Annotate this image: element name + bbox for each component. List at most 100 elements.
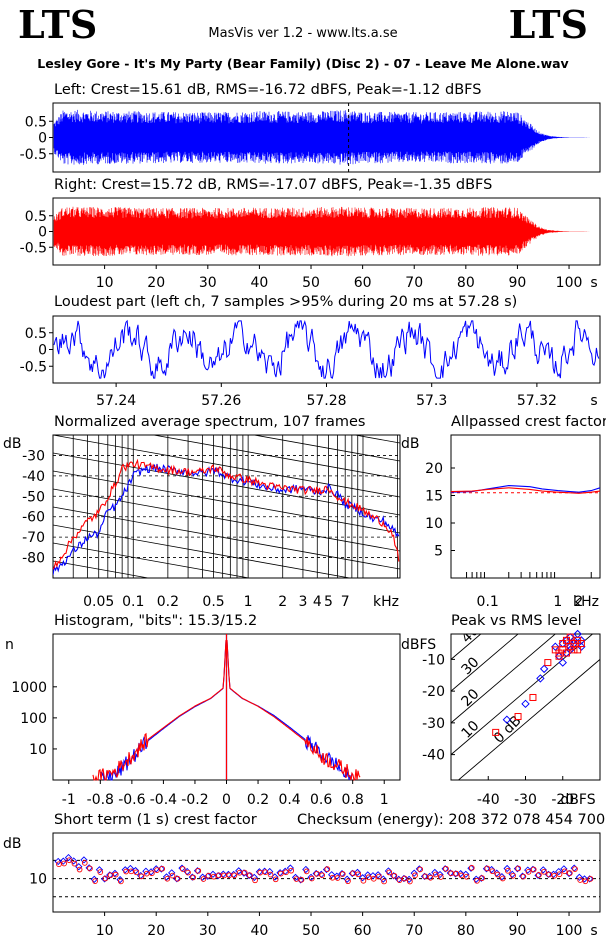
short-term-crest-point	[173, 875, 181, 883]
histogram-title: Histogram, "bits": 15.3/15.2	[54, 613, 258, 629]
peak-vs-rms-point	[536, 674, 545, 683]
allpass-crest-ylabel: dB	[401, 436, 420, 452]
peak-vs-rms-point	[566, 633, 574, 641]
short-term-crest-point	[328, 871, 336, 879]
short-term-crest-xtick-label: 80	[457, 923, 475, 939]
right-waveform-xtick-label: 70	[405, 275, 423, 291]
short-term-crest-point	[209, 870, 217, 878]
peak-vs-rms-point	[521, 699, 530, 709]
short-term-crest-point	[570, 864, 578, 872]
spectrum-ytick-label: -70	[22, 530, 45, 546]
short-term-crest-point	[441, 865, 449, 873]
short-term-crest-point	[468, 865, 475, 871]
peak-vs-rms-point	[558, 658, 567, 667]
short-term-crest-point	[266, 867, 274, 876]
short-term-crest-point	[586, 875, 594, 883]
file-title: Lesley Gore - It's My Party (Bear Family…	[37, 56, 569, 71]
histogram-ylabel: n	[5, 637, 14, 653]
short-term-crest-point	[339, 871, 346, 877]
app-version: MasVis ver 1.2 - www.lts.a.se	[208, 26, 398, 41]
short-term-crest-point	[365, 874, 372, 881]
spectrum-ytick-label: -30	[22, 448, 45, 464]
short-term-crest-point	[530, 866, 537, 873]
right-waveform-xtick-label: 50	[302, 275, 320, 291]
short-term-crest-point	[334, 875, 341, 881]
short-term-crest-point	[221, 872, 227, 879]
short-term-crest-point	[100, 875, 109, 883]
short-term-crest-point	[154, 867, 160, 873]
short-term-crest-point	[59, 857, 67, 865]
short-term-crest-point	[276, 869, 284, 877]
short-term-crest-point	[112, 871, 119, 878]
short-term-crest-point	[572, 866, 578, 872]
loudest-part-x-unit: s	[590, 393, 597, 409]
short-term-crest-point	[102, 875, 109, 882]
short-term-crest-xtick-label: 60	[354, 923, 372, 939]
short-term-crest-point	[477, 874, 485, 882]
loudest-part-xtick-label: 57.32	[517, 393, 557, 409]
short-term-crest-point	[128, 868, 135, 875]
spectrum-ytick-label: -80	[22, 551, 45, 567]
loudest-part-title: Loudest part (left ch, 7 samples >95% du…	[54, 294, 518, 310]
short-term-crest-point	[138, 873, 145, 880]
short-term-crest-frame	[52, 832, 601, 913]
short-term-crest-point	[195, 867, 202, 874]
allpass-crest-x-unit: kHz	[573, 594, 599, 610]
short-term-crest-point	[560, 865, 568, 873]
right-waveform-xtick-label: 10	[96, 275, 114, 291]
short-term-crest-point	[288, 867, 295, 874]
spectrum-x-unit: kHz	[373, 594, 399, 610]
peak-vs-rms-point	[492, 728, 500, 736]
allpass-crest-title: Allpassed crest factor	[451, 414, 606, 430]
short-term-crest-point	[453, 870, 460, 877]
short-term-crest-point	[262, 869, 269, 876]
spectrum-slope-line	[53, 309, 400, 371]
short-term-crest-point	[376, 873, 382, 880]
peak-vs-rms-point	[529, 693, 537, 701]
peak-vs-rms-xtick-label: -30	[514, 792, 537, 808]
short-term-crest-point	[412, 872, 418, 879]
short-term-crest-xtick-label: 10	[96, 923, 114, 939]
short-term-crest-point	[205, 872, 212, 879]
short-term-crest-point	[513, 865, 522, 873]
short-term-crest-point	[510, 872, 516, 879]
short-term-crest-point	[551, 872, 558, 879]
short-term-crest-point	[126, 864, 135, 873]
short-term-crest-point	[303, 868, 310, 875]
short-term-crest-point	[410, 869, 418, 877]
short-term-crest-point	[81, 860, 88, 866]
right-waveform-xtick-label: 20	[147, 275, 165, 291]
peak-vs-rms-xtick-label: -40	[477, 792, 500, 808]
loudest-part-ytick-label: -0.5	[20, 359, 47, 375]
short-term-crest-point	[374, 871, 382, 879]
spectrum-xtick-label: 7	[341, 594, 350, 610]
spectrum-xtick-label: 0.1	[122, 594, 144, 610]
short-term-crest-point	[360, 877, 367, 884]
short-term-crest-point	[499, 875, 506, 882]
peak-vs-rms-ytick-label: -30	[422, 716, 445, 732]
histogram-xtick-label: -0.4	[150, 792, 177, 808]
short-term-crest-point	[556, 871, 563, 878]
short-term-crest-point	[555, 867, 563, 876]
peak-vs-rms-point	[555, 652, 563, 660]
peak-vs-rms-point	[562, 649, 570, 657]
peak-vs-rms-crest-label: 20	[459, 686, 483, 710]
short-term-crest-point	[164, 875, 171, 882]
loudest-part-ytick-label: 0.5	[25, 326, 47, 342]
short-term-crest-point	[386, 869, 393, 876]
spectrum-ytick-label: -40	[22, 469, 45, 485]
short-term-crest-point	[76, 866, 83, 873]
short-term-crest-point	[54, 857, 62, 866]
allpass-crest-xtick-label: 0.1	[477, 594, 499, 610]
short-term-crest-point	[322, 865, 331, 874]
short-term-crest-point	[401, 875, 408, 882]
spectrum-left-series	[53, 462, 400, 576]
short-term-crest-point	[272, 876, 279, 883]
short-term-crest-point	[474, 877, 480, 884]
short-term-crest-left-points	[54, 853, 594, 884]
histogram-xtick-label: 1	[380, 792, 389, 808]
short-term-crest-point	[185, 869, 191, 876]
short-term-crest-point	[247, 872, 253, 879]
short-term-crest-point	[479, 875, 485, 881]
